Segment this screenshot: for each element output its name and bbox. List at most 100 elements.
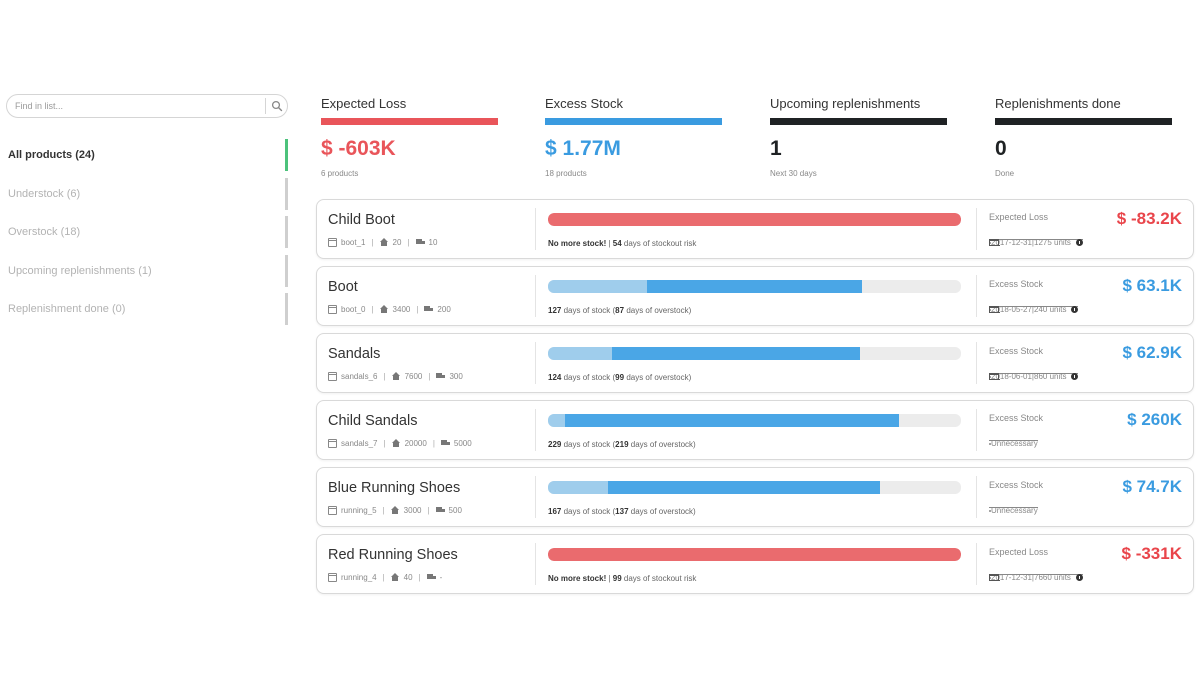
product-sku: running_4 (341, 573, 377, 582)
stock-detail: days of stock ( (563, 373, 616, 382)
store-icon (379, 238, 389, 247)
info-icon[interactable] (1075, 574, 1083, 581)
product-card[interactable]: Child Boot boot_1 | 20 | 10 No more stock! | 5… (316, 199, 1194, 259)
metric-value: $ 74.7K (1122, 477, 1182, 496)
filter-nav: All products (24) Understock (6) Overstock… (0, 136, 290, 329)
metric-value: $ -331K (1121, 544, 1182, 563)
kpi-color-bar (545, 118, 722, 125)
metric-value: $ 62.9K (1122, 343, 1182, 362)
kpi-card: Upcoming replenishments 1 Next 30 days (770, 96, 948, 178)
product-trucks: 500 (448, 506, 462, 515)
meta-separator: | (383, 372, 386, 381)
replenishment-meta: 2018-06-01 | 860 units (989, 372, 1079, 381)
stock-alert: No more stock! (548, 574, 607, 583)
sidebar-item[interactable]: Replenishment done (0) (0, 290, 290, 329)
sidebar-item[interactable]: All products (24) (0, 136, 290, 175)
card-divider (976, 543, 977, 585)
product-meta: boot_0 | 3400 | 200 (328, 305, 451, 314)
sidebar-item-label: All products (24) (8, 149, 95, 162)
product-sku: running_5 (341, 506, 377, 515)
sidebar-item[interactable]: Understock (6) (0, 175, 290, 214)
kpi-value: $ 1.77M (545, 137, 621, 160)
replenishment-units: 7660 units (1034, 573, 1071, 582)
metric-value: $ 260K (1127, 410, 1182, 429)
stock-days: 124 (548, 373, 562, 382)
sidebar-item[interactable]: Overstock (18) (0, 213, 290, 252)
calendar-icon (328, 238, 337, 247)
product-card[interactable]: Sandals sandals_6 | 7600 | 300 124 days of sto… (316, 333, 1194, 393)
stock-bar-overstock (607, 481, 881, 494)
product-stores: 3400 (392, 305, 411, 314)
stock-days: 99 (612, 574, 622, 583)
sidebar-item-label: Replenishment done (0) (8, 303, 126, 316)
stock-bar (548, 347, 961, 360)
replenishment-units: 1275 units (1034, 238, 1071, 247)
product-name: Boot (328, 279, 358, 295)
product-card[interactable]: Child Sandals sandals_7 | 20000 | 5000 229 day… (316, 400, 1194, 460)
info-icon[interactable] (1071, 373, 1079, 380)
product-name: Child Boot (328, 212, 395, 228)
kpi-value: $ -603K (321, 137, 396, 160)
stock-days: 54 (612, 239, 622, 248)
product-meta: sandals_7 | 20000 | 5000 (328, 439, 472, 448)
calendar-icon (328, 506, 337, 515)
search-icon[interactable] (271, 100, 283, 112)
card-divider (976, 409, 977, 451)
kpi-title: Upcoming replenishments (770, 96, 921, 111)
kpi-subtitle: 6 products (321, 169, 359, 178)
stock-summary: 229 days of stock (219 days of overstock… (548, 440, 696, 449)
card-divider (535, 275, 536, 317)
truck-icon (424, 305, 434, 314)
truck-icon (436, 372, 446, 381)
replenishment-meta: Unnecessary (989, 506, 1038, 515)
meta-separator: | (1031, 238, 1034, 247)
stock-bar-normal (548, 481, 608, 494)
meta-separator: | (606, 239, 613, 248)
calendar-icon (328, 305, 337, 314)
replenishment-date: 2017-12-31 (991, 573, 1032, 582)
stock-bar-stockout (548, 213, 961, 226)
sidebar-item[interactable]: Upcoming replenishments (1) (0, 252, 290, 291)
kpi-color-bar (995, 118, 1172, 125)
product-stores: 3000 (403, 506, 422, 515)
sidebar-item-indicator (285, 254, 288, 287)
product-name: Blue Running Shoes (328, 480, 461, 496)
search-input[interactable] (7, 95, 259, 117)
sidebar-item-indicator (285, 293, 288, 325)
product-sku: boot_1 (341, 238, 366, 247)
search-divider (265, 98, 266, 114)
product-card[interactable]: Boot boot_0 | 3400 | 200 127 days of stock (87… (316, 266, 1194, 326)
info-icon[interactable] (1075, 239, 1083, 246)
card-divider (976, 342, 977, 384)
kpi-color-bar (321, 118, 498, 125)
product-card[interactable]: Red Running Shoes running_4 | 40 | - No more s… (316, 534, 1194, 594)
overstock-detail: days of overstock) (626, 306, 692, 315)
stock-bar-overstock (612, 347, 860, 360)
product-card[interactable]: Blue Running Shoes running_5 | 3000 | 500 167 … (316, 467, 1194, 527)
stock-detail: days of stockout risk (623, 574, 697, 583)
store-icon (390, 573, 400, 582)
card-divider (976, 208, 977, 250)
product-list: Child Boot boot_1 | 20 | 10 No more stock! | 5… (316, 199, 1194, 601)
overstock-detail: days of overstock) (626, 373, 692, 382)
meta-separator: | (1031, 305, 1034, 314)
info-icon[interactable] (1071, 306, 1079, 313)
card-divider (976, 275, 977, 317)
stock-days: 167 (548, 507, 562, 516)
stock-detail: days of stockout risk (623, 239, 697, 248)
metric-type: Excess Stock (989, 480, 1044, 490)
card-divider (535, 476, 536, 518)
product-stores: 20 (392, 238, 402, 247)
meta-separator: | (383, 439, 386, 448)
replenishment-meta: 2018-05-27 | 240 units (989, 305, 1079, 314)
stock-days: 127 (548, 306, 562, 315)
replenishment-date: 2017-12-31 (991, 238, 1032, 247)
product-sku: sandals_7 (341, 439, 378, 448)
sidebar-item-label: Understock (6) (8, 187, 81, 200)
replenishment-meta: 2017-12-31 | 1275 units (989, 238, 1083, 247)
replenishment-meta: Unnecessary (989, 439, 1038, 448)
stock-summary: 167 days of stock (137 days of overstock… (548, 507, 696, 516)
calendar-icon (328, 439, 337, 448)
calendar-icon (989, 442, 991, 445)
overstock-days: 219 (615, 440, 629, 449)
